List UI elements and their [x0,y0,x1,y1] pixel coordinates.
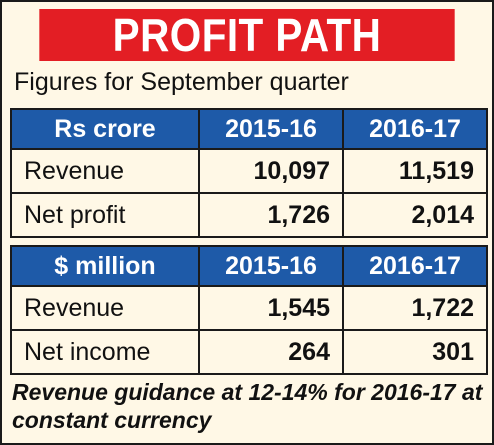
table-row: Revenue 1,545 1,722 [10,285,488,331]
cell-value: 2,014 [342,192,488,238]
table-row: Net profit 1,726 2,014 [10,192,488,238]
cell-value: 1,722 [342,285,488,331]
table-row: Revenue 10,097 11,519 [10,148,488,194]
rs-crore-table: Rs crore 2015-16 2016-17 Revenue 10,097 … [10,108,488,238]
table-header-row: $ million 2015-16 2016-17 [10,245,488,287]
row-label: Revenue [10,285,200,331]
cell-value: 301 [342,329,488,375]
row-label: Revenue [10,148,200,194]
cell-value: 1,545 [198,285,344,331]
table-header-row: Rs crore 2015-16 2016-17 [10,108,488,150]
column-header: 2015-16 [198,245,344,287]
unit-header: Rs crore [10,108,200,150]
cell-value: 10,097 [198,148,344,194]
column-header: 2016-17 [342,108,488,150]
unit-header: $ million [10,245,200,287]
column-header: 2016-17 [342,245,488,287]
footnote: Revenue guidance at 12-14% for 2016-17 a… [12,379,483,433]
usd-million-table: $ million 2015-16 2016-17 Revenue 1,545 … [10,245,488,375]
cell-value: 1,726 [198,192,344,238]
row-label: Net profit [10,192,200,238]
chart-subtitle: Figures for September quarter [14,68,349,96]
row-label: Net income [10,329,200,375]
column-header: 2015-16 [198,108,344,150]
cell-value: 11,519 [342,148,488,194]
table-row: Net income 264 301 [10,329,488,375]
chart-title: PROFIT PATH [39,9,455,61]
cell-value: 264 [198,329,344,375]
